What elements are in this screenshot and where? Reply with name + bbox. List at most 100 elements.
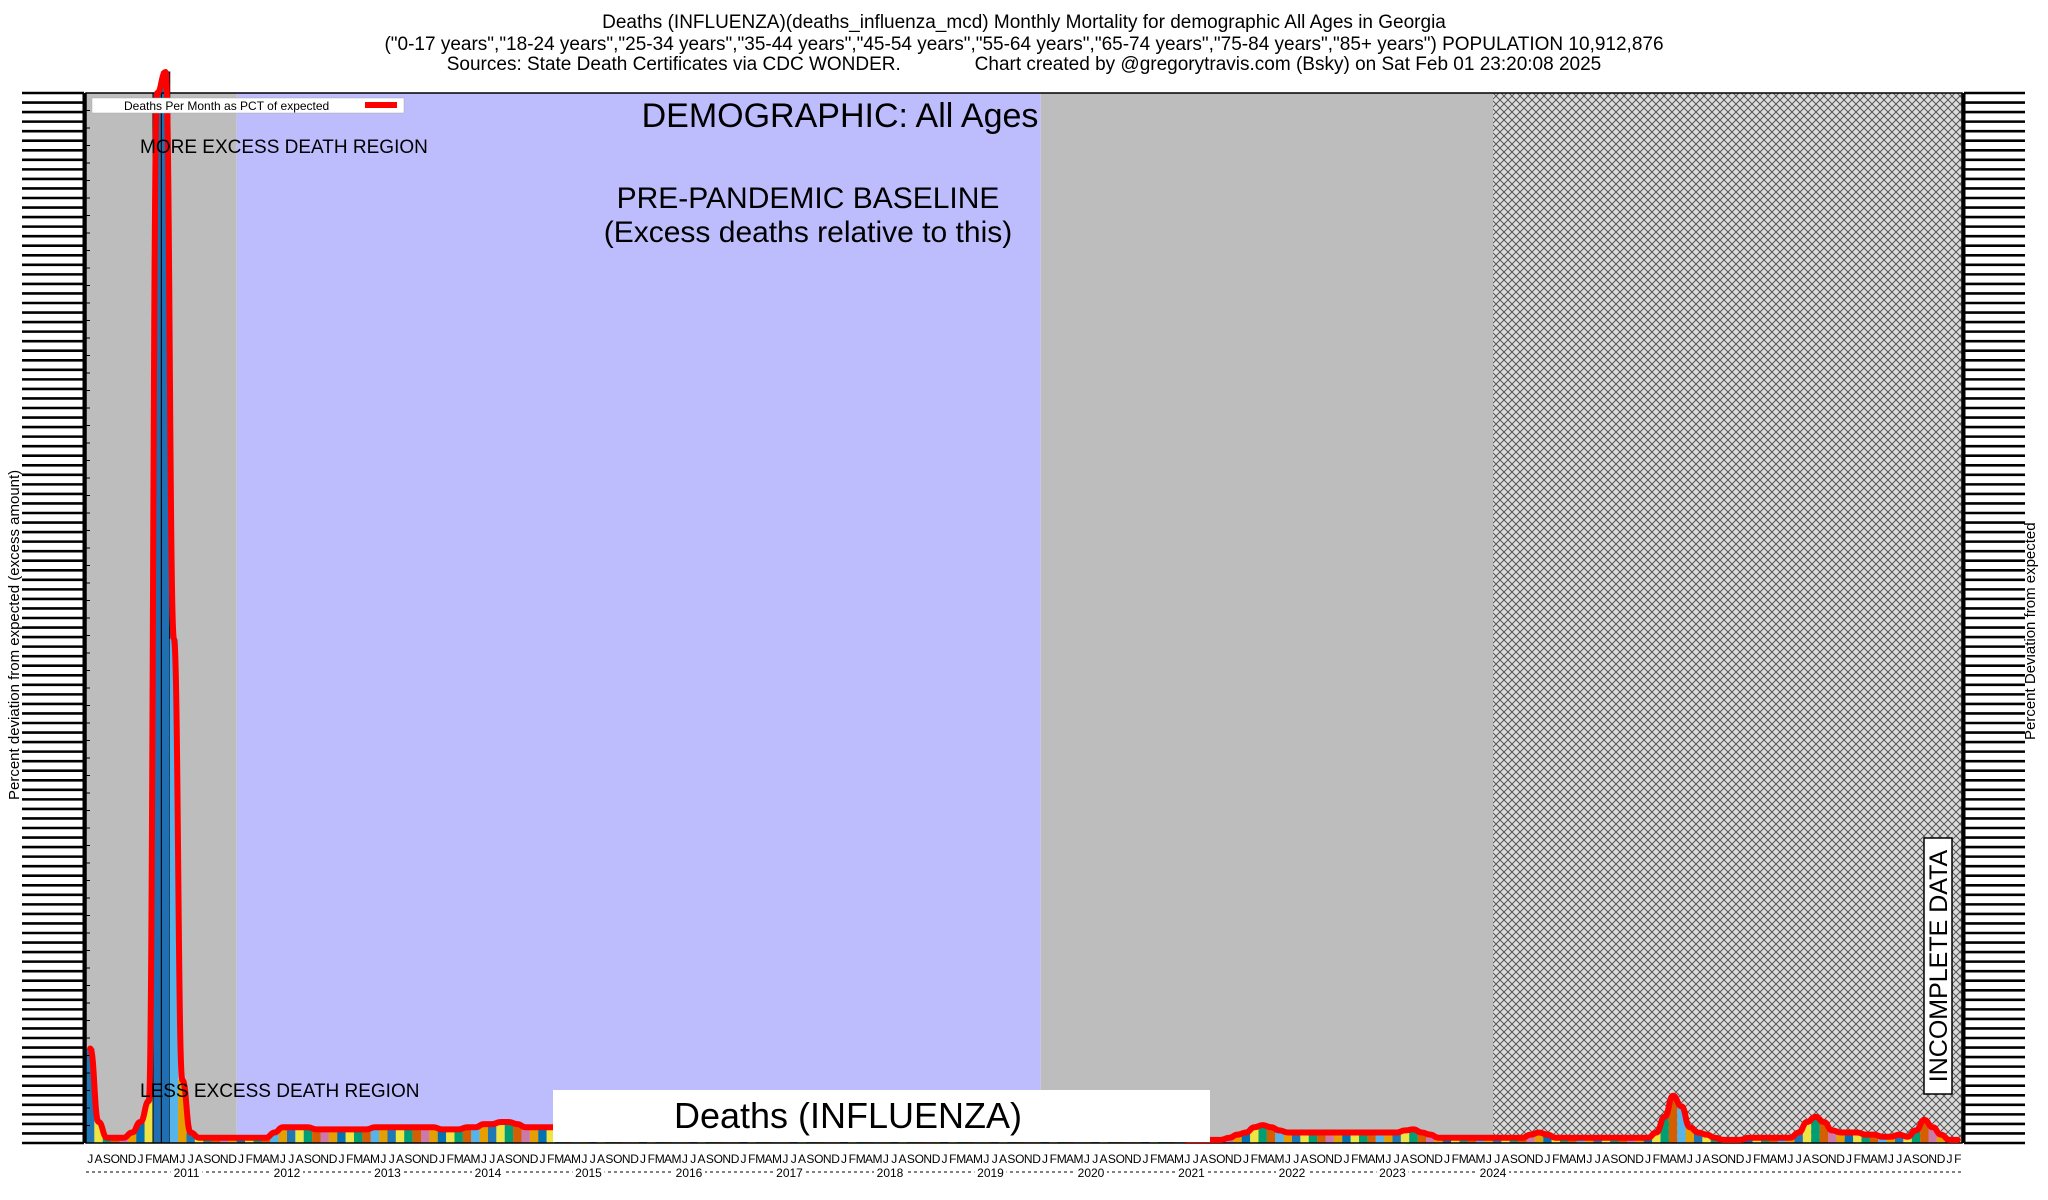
data-bar <box>1350 1132 1359 1143</box>
data-bar <box>1526 1134 1535 1143</box>
x-tick-label: F <box>447 1152 454 1166</box>
data-bar <box>186 1132 195 1143</box>
data-bar <box>1359 1132 1368 1143</box>
data-bar <box>1342 1132 1351 1143</box>
x-year-label: 2022 <box>1279 1166 1306 1180</box>
x-tick-label: D <box>831 1152 840 1166</box>
x-tick-label: S <box>806 1152 814 1166</box>
data-bar <box>1384 1132 1393 1143</box>
chart-title-line-2: ("0-17 years","18-24 years","25-34 years… <box>384 34 1664 55</box>
x-tick-label: N <box>521 1152 530 1166</box>
x-tick-label: J <box>439 1152 445 1166</box>
region-incomplete <box>1493 93 1962 1143</box>
data-bar <box>437 1129 447 1143</box>
data-bar <box>370 1127 380 1143</box>
x-tick-label: O <box>1618 1152 1627 1166</box>
x-tick-label: N <box>1928 1152 1937 1166</box>
data-bar <box>1266 1127 1276 1143</box>
x-tick-label: N <box>320 1152 329 1166</box>
data-bar <box>379 1127 388 1143</box>
data-bar <box>1844 1132 1854 1143</box>
data-bar <box>1409 1129 1418 1143</box>
data-bar <box>1241 1132 1251 1143</box>
data-bar <box>278 1127 287 1143</box>
x-tick-label: O <box>1417 1152 1426 1166</box>
data-bar <box>1802 1122 1812 1143</box>
x-tick-label: M <box>554 1152 564 1166</box>
x-tick-label: J <box>481 1152 487 1166</box>
x-tick-label: J <box>1787 1152 1793 1166</box>
x-tick-label: A <box>1267 1152 1275 1166</box>
x-tick-label: J <box>1243 1152 1249 1166</box>
x-tick-label: M <box>1157 1152 1167 1166</box>
x-tick-label: A <box>798 1152 806 1166</box>
x-tick-label: O <box>814 1152 823 1166</box>
x-tick-label: M <box>655 1152 665 1166</box>
data-bar <box>1333 1132 1343 1143</box>
x-tick-label: M <box>1073 1152 1083 1166</box>
x-tick-label: O <box>513 1152 522 1166</box>
bottom-title: Deaths (INFLUENZA) <box>674 1095 1022 1136</box>
x-tick-label: S <box>1007 1152 1015 1166</box>
x-tick-label: J <box>992 1152 998 1166</box>
x-year-label: 2018 <box>877 1166 904 1180</box>
data-bar <box>529 1127 539 1143</box>
x-year-label: 2019 <box>977 1166 1004 1180</box>
x-tick-label: F <box>1854 1152 1861 1166</box>
data-bar <box>1300 1132 1309 1143</box>
x-year-label-bg <box>371 1166 404 1178</box>
x-tick-label: N <box>1828 1152 1837 1166</box>
x-year-label: 2014 <box>475 1166 502 1180</box>
x-tick-label: M <box>1375 1152 1385 1166</box>
data-bar <box>1375 1132 1385 1143</box>
x-tick-label: J <box>539 1152 545 1166</box>
x-year-label-bg <box>572 1166 605 1178</box>
x-tick-label: M <box>269 1152 279 1166</box>
x-tick-label: A <box>1904 1152 1912 1166</box>
data-bar <box>454 1129 463 1143</box>
x-tick-label: D <box>128 1152 137 1166</box>
data-bar <box>1317 1132 1326 1143</box>
x-tick-label: A <box>597 1152 605 1166</box>
data-bar <box>1685 1127 1694 1143</box>
data-bar <box>86 1048 95 1143</box>
x-tick-label: N <box>823 1152 832 1166</box>
x-tick-label: S <box>1108 1152 1116 1166</box>
data-bar <box>169 639 179 1143</box>
x-tick-label: M <box>1559 1152 1569 1166</box>
x-year-label: 2023 <box>1379 1166 1406 1180</box>
data-bar <box>1920 1119 1929 1143</box>
data-bar <box>287 1127 296 1143</box>
data-bar <box>1869 1134 1879 1143</box>
x-tick-label: J <box>841 1152 847 1166</box>
data-bar <box>1911 1130 1921 1143</box>
x-tick-label: A <box>1602 1152 1610 1166</box>
x-tick-label: J <box>1385 1152 1391 1166</box>
x-tick-label: J <box>1946 1152 1952 1166</box>
x-tick-label: M <box>1174 1152 1184 1166</box>
x-year-label: 2020 <box>1078 1166 1105 1180</box>
data-bar <box>1828 1130 1837 1143</box>
x-tick-label: A <box>865 1152 873 1166</box>
x-tick-label: A <box>1301 1152 1309 1166</box>
x-tick-label: M <box>755 1152 765 1166</box>
x-tick-label: J <box>1486 1152 1492 1166</box>
x-tick-label: F <box>949 1152 956 1166</box>
x-tick-label: S <box>605 1152 613 1166</box>
data-bar <box>538 1127 547 1143</box>
x-tick-label: A <box>162 1152 170 1166</box>
data-bar <box>421 1127 430 1143</box>
x-tick-label: N <box>1727 1152 1736 1166</box>
data-bar <box>1283 1132 1292 1143</box>
x-tick-label: M <box>152 1152 162 1166</box>
y-axis-label-right: Percent Deviation from expected <box>2022 522 2039 740</box>
data-bar <box>404 1127 413 1143</box>
x-tick-label: J <box>1846 1152 1852 1166</box>
data-bar <box>1928 1127 1937 1143</box>
x-year-label-bg <box>472 1166 504 1178</box>
x-tick-label: J <box>338 1152 344 1166</box>
data-bar <box>504 1122 514 1143</box>
x-tick-label: A <box>1401 1152 1409 1166</box>
legend-box <box>91 97 405 114</box>
x-tick-label: A <box>1803 1152 1811 1166</box>
